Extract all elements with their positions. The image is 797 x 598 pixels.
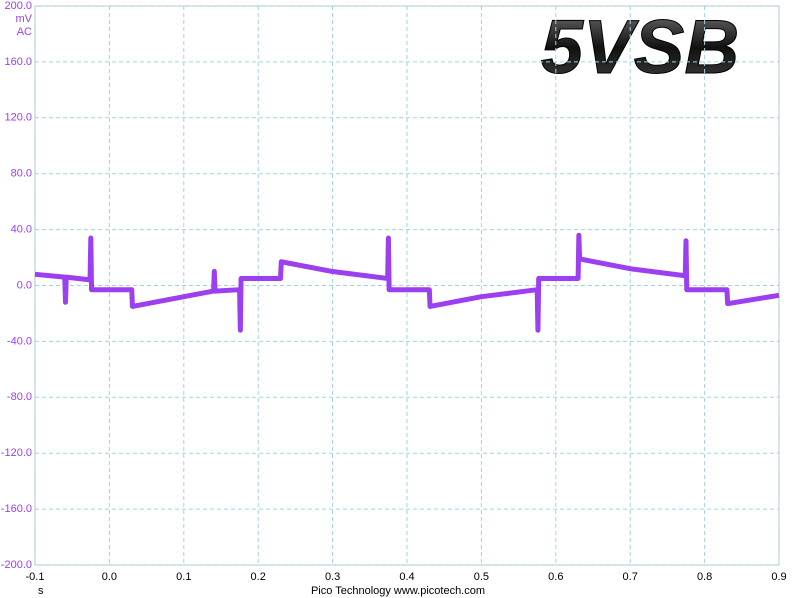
- x-tick-label: 0.0: [102, 571, 117, 583]
- footer: Pico Technology www.picotech.com: [311, 585, 485, 597]
- x-tick-label: 0.8: [697, 571, 712, 583]
- x-tick-label: 0.4: [399, 571, 414, 583]
- y-tick-label: 40.0: [11, 224, 32, 236]
- y-unit: mV: [16, 13, 33, 25]
- x-tick-label: 0.7: [623, 571, 638, 583]
- y-tick-label: 80.0: [11, 168, 32, 180]
- x-tick-label: 0.1: [176, 571, 191, 583]
- y-tick-label: -80.0: [7, 391, 32, 403]
- y-tick-label: -160.0: [1, 503, 32, 515]
- trace: [34, 232, 780, 333]
- y-tick-label: -200.0: [1, 559, 32, 571]
- x-tick-label: 0.9: [771, 571, 786, 583]
- x-tick-label: 0.2: [251, 571, 266, 583]
- y-tick-label: 160.0: [4, 56, 32, 68]
- y-tick-label: -40.0: [7, 335, 32, 347]
- x-axis-label: s: [38, 585, 44, 597]
- x-tick-label: -0.1: [26, 571, 45, 583]
- y-tick-label: 0.0: [17, 279, 32, 291]
- y-tick-label: 120.0: [4, 112, 32, 124]
- y-tick-label: -120.0: [1, 447, 32, 459]
- x-tick-label: 0.5: [474, 571, 489, 583]
- x-tick-label: 0.3: [325, 571, 340, 583]
- y-tick-label: 200.0: [4, 0, 32, 12]
- coupling: AC: [17, 26, 32, 38]
- chart-title: 5VSB: [541, 5, 740, 90]
- x-tick-label: 0.6: [548, 571, 563, 583]
